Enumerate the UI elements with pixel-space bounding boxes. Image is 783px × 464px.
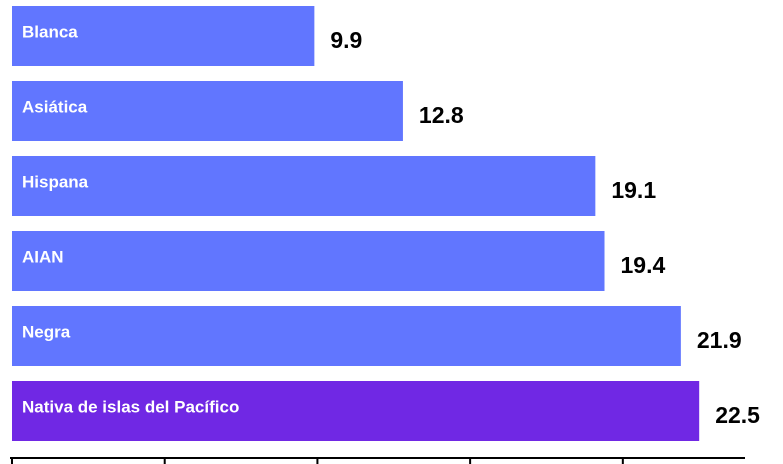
value-label: 9.9 [330, 27, 362, 53]
category-label: AIAN [22, 247, 64, 266]
bar [12, 81, 403, 141]
category-label: Nativa de islas del Pacífico [22, 397, 239, 416]
value-label: 19.4 [621, 252, 666, 278]
value-label: 12.8 [419, 102, 464, 128]
bar [12, 6, 315, 66]
category-label: Negra [22, 322, 71, 341]
bar [12, 156, 596, 216]
category-label: Hispana [22, 172, 89, 191]
value-label: 22.5 [715, 402, 760, 428]
bar [12, 231, 605, 291]
value-label: 21.9 [697, 327, 742, 353]
category-label: Blanca [22, 22, 78, 41]
value-label: 19.1 [611, 177, 656, 203]
category-label: Asiática [22, 97, 88, 116]
bar [12, 306, 681, 366]
bar [12, 381, 700, 441]
